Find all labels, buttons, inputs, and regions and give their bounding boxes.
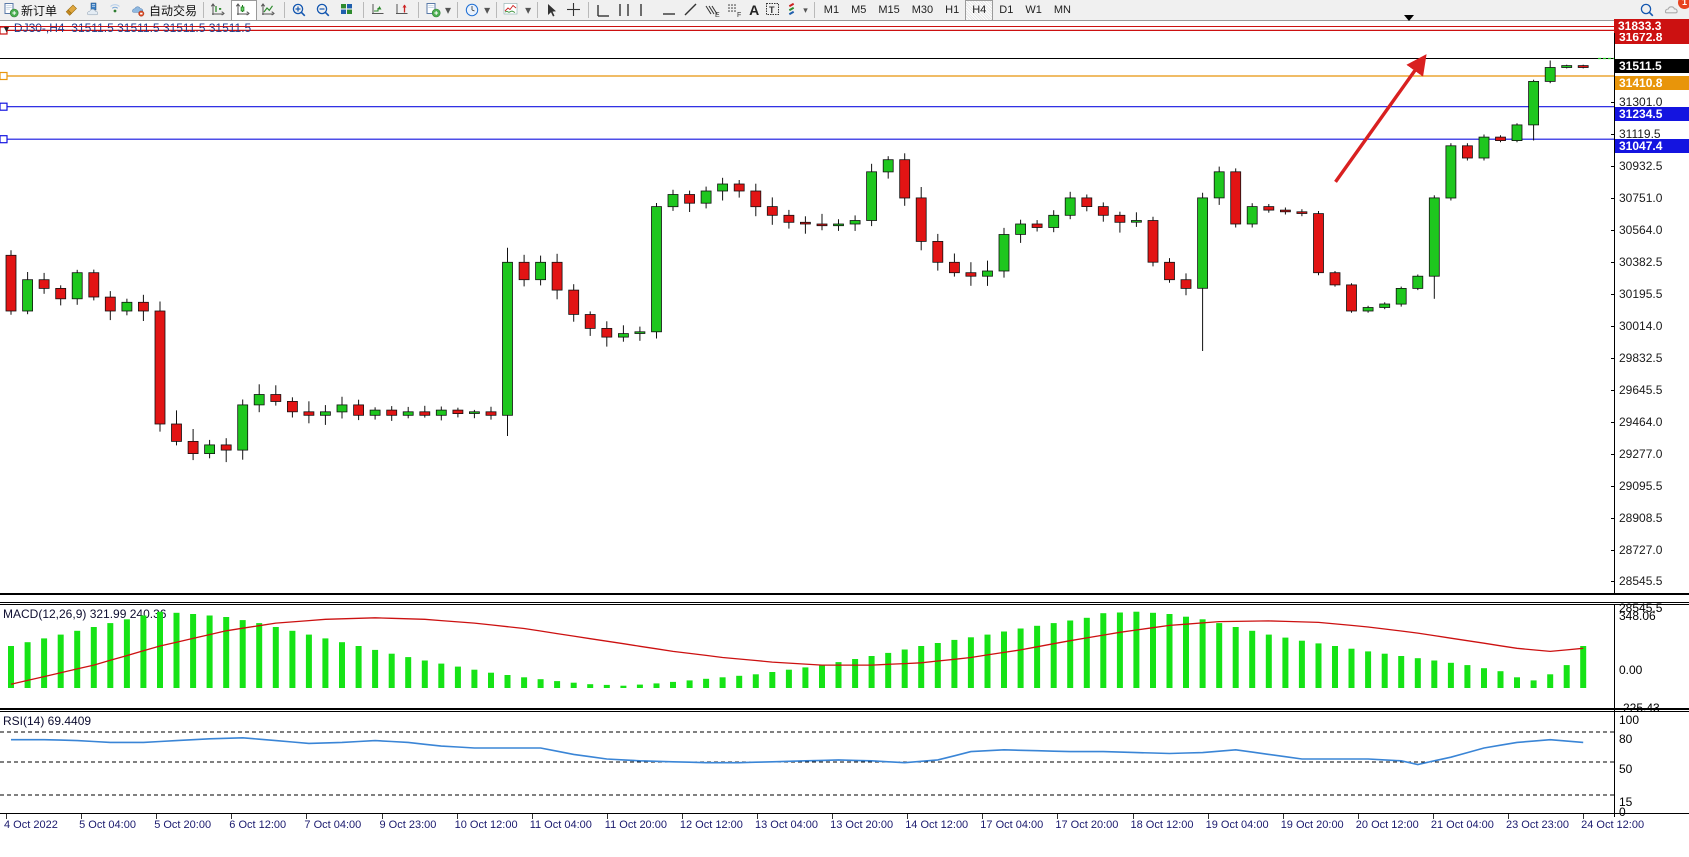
svg-text:E: E — [715, 12, 720, 18]
svg-text:T: T — [769, 5, 775, 15]
svg-text:F: F — [737, 12, 741, 18]
